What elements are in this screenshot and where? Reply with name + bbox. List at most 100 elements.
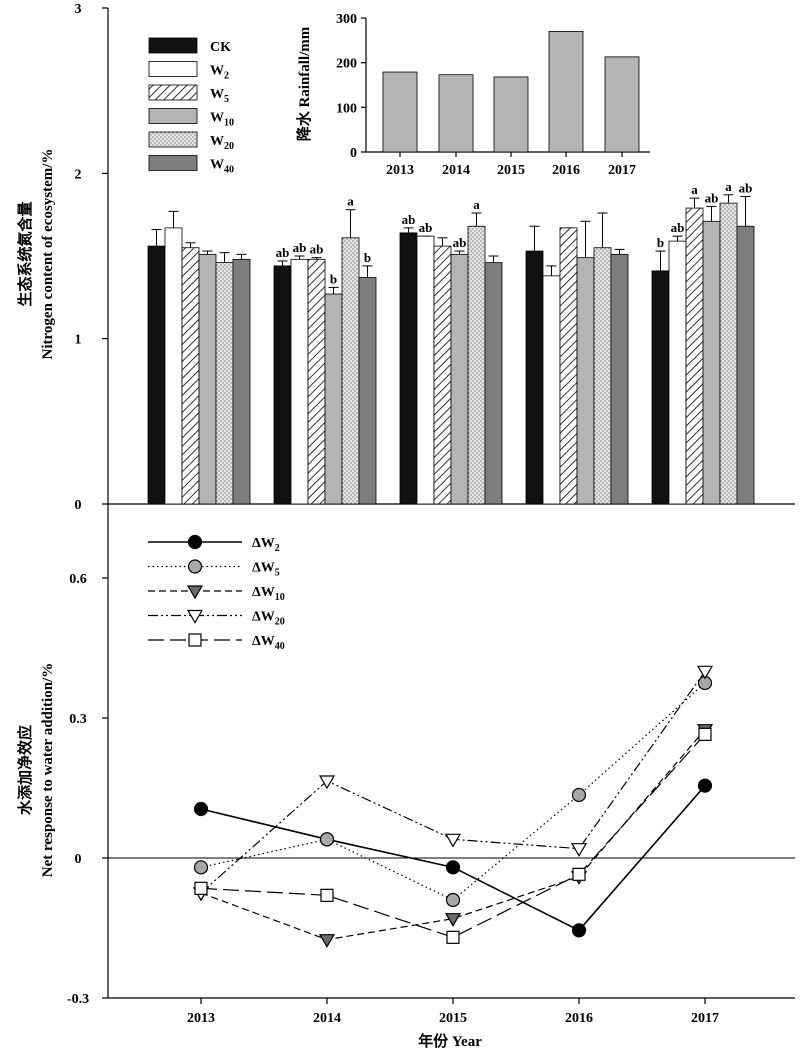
bar	[164, 227, 183, 505]
bar	[610, 253, 629, 505]
legend-label: ΔW5	[252, 561, 280, 579]
bar	[433, 245, 452, 505]
significance-letter: ab	[293, 240, 307, 255]
data-point	[572, 867, 586, 881]
data-point	[194, 881, 208, 895]
rainfall-x-tick-label: 2016	[552, 163, 580, 178]
legend-label: ΔW20	[252, 610, 285, 628]
significance-letter: ab	[276, 245, 290, 260]
significance-letter: ab	[739, 180, 753, 195]
bar	[576, 257, 595, 505]
bar	[341, 237, 360, 505]
bar	[719, 202, 738, 505]
response-y-tick-label: 0.3	[69, 712, 87, 727]
data-point	[193, 801, 209, 817]
bar	[232, 258, 251, 505]
data-point	[571, 787, 587, 803]
significance-letter: ab	[419, 220, 433, 235]
response-y-axis-title: 水添加净效应 Net response to water addition/%	[16, 663, 56, 877]
data-point	[444, 913, 462, 927]
significance-letter: a	[347, 194, 354, 209]
significance-letter: b	[330, 271, 337, 286]
legend-swatch	[148, 131, 198, 148]
response-x-tick-label: 2017	[691, 1011, 719, 1026]
legend-marker	[187, 534, 203, 550]
significance-letter: b	[364, 250, 371, 265]
data-point	[319, 832, 335, 847]
series-line-5	[200, 682, 706, 901]
response-y-tick-label: 0	[75, 852, 82, 867]
data-point	[696, 665, 714, 680]
bar	[358, 277, 377, 505]
response-x-tick-label: 2015	[439, 1011, 467, 1026]
response-y-title-cn: 水添加净效应	[16, 725, 34, 815]
net-response-line-chart: 水添加净效应 Net response to water addition/% …	[16, 504, 795, 1050]
data-point	[571, 923, 587, 938]
rainfall-bar	[548, 30, 584, 153]
rainfall-y-tick-label: 200	[336, 57, 357, 72]
data-point	[318, 775, 336, 790]
nitrogen-y-tick-label: 1	[75, 333, 82, 348]
legend-swatch	[148, 155, 198, 171]
legend-swatch	[148, 84, 198, 101]
legend-label: W40	[210, 158, 234, 176]
legend-label: ΔW10	[252, 585, 285, 603]
rainfall-x-tick-label: 2014	[442, 163, 470, 178]
rainfall-x-tick-label: 2017	[608, 163, 636, 178]
legend-swatch	[148, 37, 198, 54]
bar	[651, 270, 670, 505]
data-point	[445, 860, 461, 875]
legend-marker	[186, 609, 204, 624]
nitrogen-y-axis-title: 生态系统氮含量 Nitrogen content of ecosystem/%	[16, 149, 56, 360]
nitrogen-y-title-en: Nitrogen content of ecosystem/%	[40, 149, 56, 360]
data-point	[697, 778, 713, 793]
bar	[416, 235, 435, 505]
legend-marker	[187, 559, 203, 574]
response-y-tick-label: -0.3	[67, 992, 89, 1007]
legend-marker	[186, 585, 204, 600]
rainfall-bar	[438, 74, 474, 153]
bar	[685, 207, 704, 505]
bar	[399, 232, 418, 505]
nitrogen-y-tick-label: 3	[75, 2, 82, 17]
legend-swatch	[148, 108, 198, 124]
data-point	[318, 934, 336, 948]
significance-letter: a	[691, 182, 698, 197]
significance-letter: a	[725, 179, 732, 194]
bar	[324, 293, 343, 505]
bar	[559, 227, 578, 505]
bar	[273, 265, 292, 505]
significance-letter: ab	[402, 212, 416, 227]
bar	[147, 245, 166, 505]
legend-label: ΔW2	[252, 536, 280, 554]
significance-letter: ab	[705, 190, 719, 205]
rainfall-bar	[493, 76, 529, 153]
legend-label: W2	[210, 64, 229, 82]
bar	[736, 225, 755, 505]
rainfall-y-tick-label: 0	[350, 146, 357, 161]
data-point	[193, 860, 209, 875]
significance-letter: a	[473, 197, 480, 212]
rainfall-y-title: 降水 Rainfall/mm	[295, 26, 313, 141]
bar	[198, 253, 217, 505]
rainfall-bar	[604, 56, 640, 153]
bar	[525, 250, 544, 505]
bar	[593, 247, 612, 505]
x-axis-title: 年份 Year	[418, 1032, 482, 1050]
bar	[542, 275, 561, 505]
data-point	[320, 888, 334, 902]
bar	[215, 262, 234, 505]
legend-swatch	[148, 61, 198, 77]
rainfall-y-tick-label: 300	[336, 12, 357, 27]
significance-letter: ab	[310, 242, 324, 257]
rainfall-plot-area: 0 100 200 300 2013 2014 2015 2016 2017	[336, 12, 650, 178]
rainfall-bar	[382, 71, 418, 153]
series-line-20	[200, 670, 706, 894]
legend-label: ΔW40	[252, 634, 285, 652]
rainfall-x-tick-label: 2015	[497, 163, 525, 178]
response-y-tick-label: 0.6	[69, 572, 87, 587]
data-point	[570, 843, 588, 857]
legend-label: W5	[210, 87, 229, 105]
series-line-40	[200, 733, 706, 938]
